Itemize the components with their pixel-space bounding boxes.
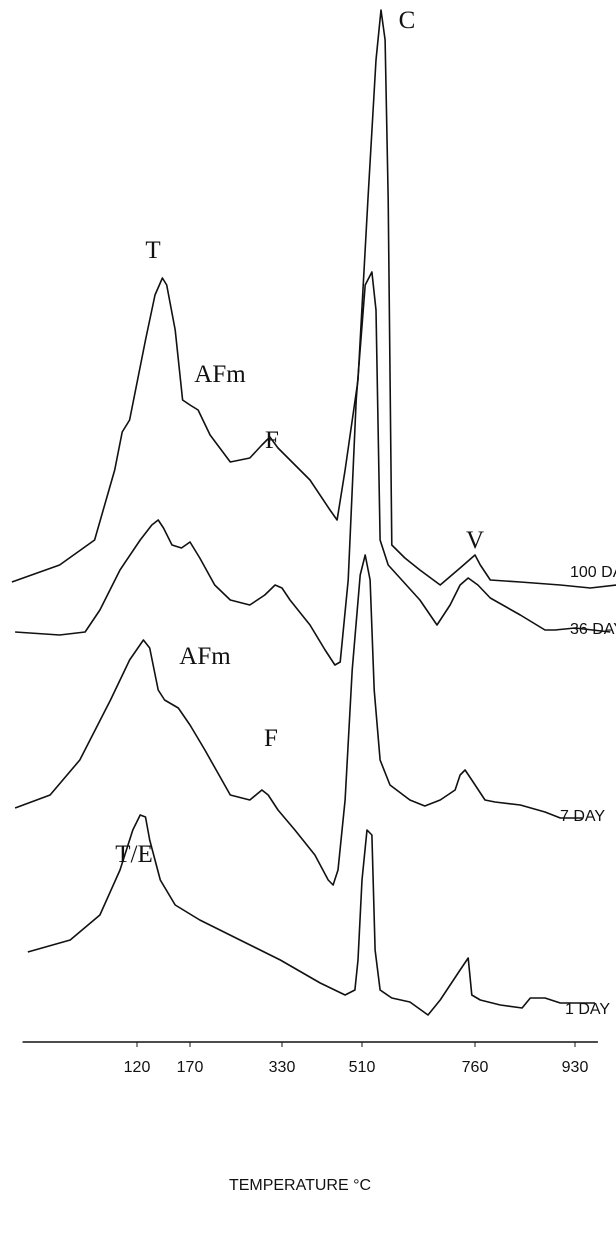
- dta-curve: [27, 814, 595, 1016]
- x-tick-label: 170: [177, 1059, 204, 1076]
- series-label: 36 DAY: [570, 621, 616, 638]
- peak-annotation: T: [145, 237, 160, 264]
- peak-annotation: AFm: [179, 643, 231, 670]
- series-label: 7 DAY: [560, 808, 605, 825]
- series-label: 1 DAY: [565, 1001, 610, 1018]
- x-tick-label: 330: [269, 1059, 296, 1076]
- peak-annotation: V: [466, 527, 484, 554]
- x-axis-title: TEMPERATURE °C: [229, 1177, 371, 1194]
- dta-curve: [14, 554, 583, 886]
- dta-curve: [11, 9, 616, 589]
- series-label: 100 DAY: [570, 564, 616, 581]
- x-tick-label: 120: [124, 1059, 151, 1076]
- x-tick-label: 510: [349, 1059, 376, 1076]
- peak-annotation: AFm: [194, 361, 246, 388]
- peak-annotation: C: [399, 7, 416, 34]
- x-tick-label: 930: [562, 1059, 589, 1076]
- dta-curve: [15, 271, 611, 666]
- peak-annotation: T/E: [115, 841, 153, 868]
- peak-annotation: F: [264, 725, 278, 752]
- x-tick-label: 760: [462, 1059, 489, 1076]
- peak-annotation: F: [265, 427, 279, 454]
